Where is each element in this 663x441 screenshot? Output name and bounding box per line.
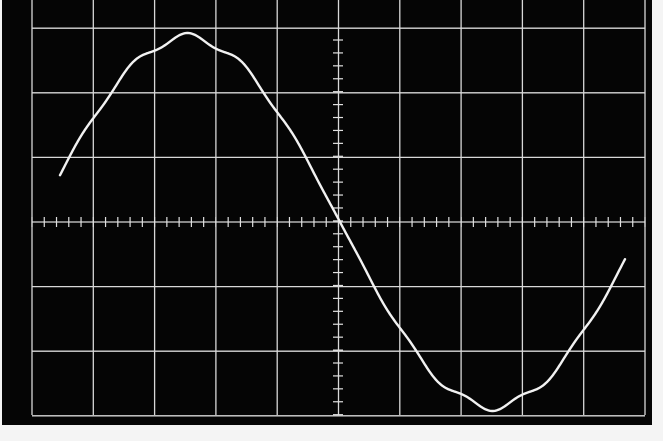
waveform-trace — [58, 31, 627, 413]
screen — [2, 0, 652, 425]
graticule-ticks — [31, 39, 646, 416]
